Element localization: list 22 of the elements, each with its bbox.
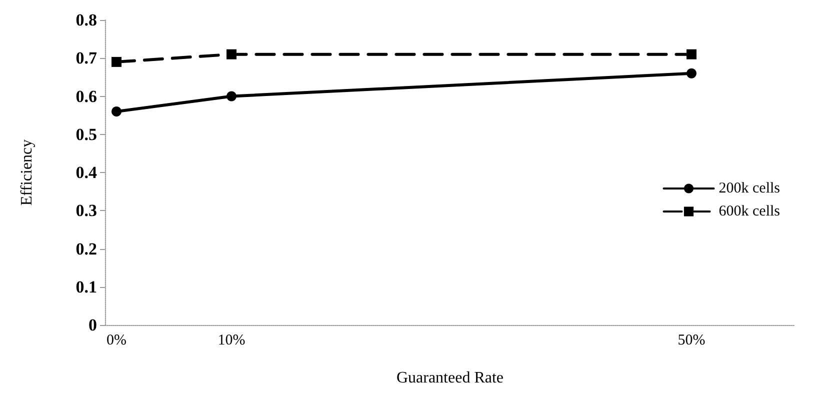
y-tick-label: 0.1 [76,277,97,296]
point [112,106,122,116]
point [226,91,236,102]
x-axis-title: Guaranteed Rate [396,370,504,386]
x-tick-label: 0% [106,332,126,348]
y-tick-label: 0 [88,316,97,334]
point [686,49,696,60]
legend-label: 600k cells [718,204,780,220]
y-tick-label: 0.5 [76,124,97,144]
y-axis-title: Efficiency [18,139,36,206]
point [686,68,696,78]
legend-label: 200k cells [718,180,780,196]
x-tick-label: 10% [218,332,246,348]
x-tick-label: 50% [678,332,706,348]
y-tick-label: 0.6 [76,86,97,106]
y-tick-label: 0.2 [76,239,97,258]
y-tick-label: 0.3 [76,201,97,220]
y-tick-label: 0.4 [76,163,98,182]
y-tick-label: 0.8 [76,10,97,30]
y-tick-label: 0.7 [76,48,98,68]
point [112,56,122,67]
point [226,49,236,60]
